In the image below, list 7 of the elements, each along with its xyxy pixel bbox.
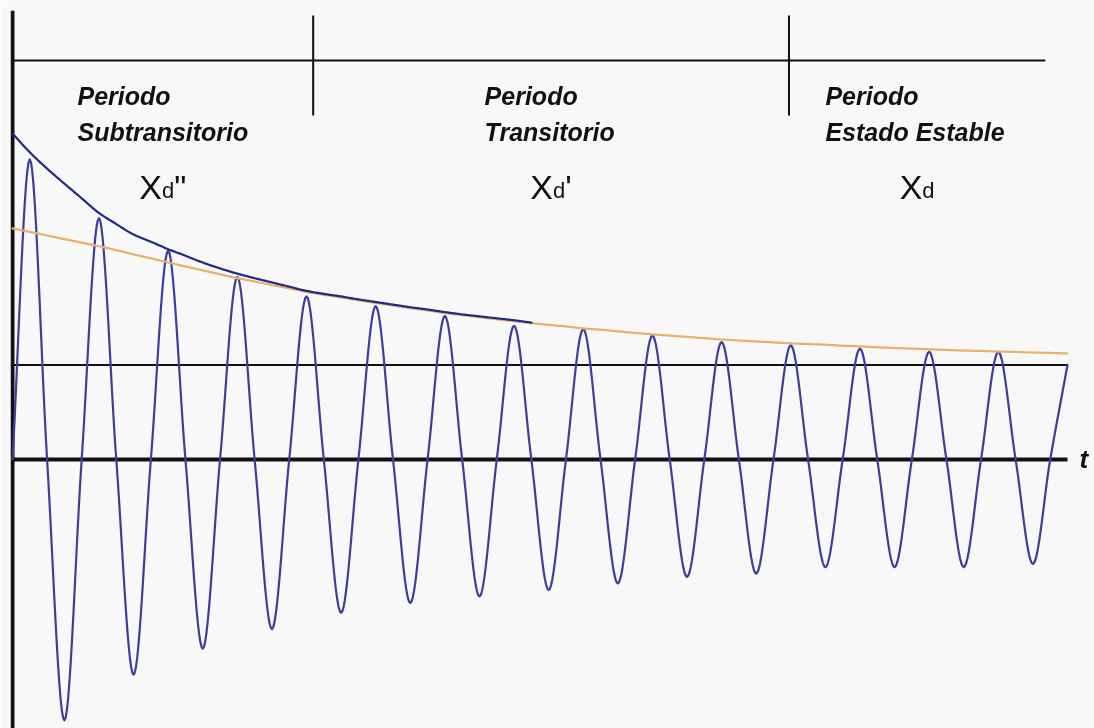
annotation: Periodo Estado Estable — [825, 81, 1005, 147]
annotation: Xd — [899, 167, 935, 206]
annotation: Xd' — [530, 167, 572, 206]
annotation: Periodo Subtransitorio — [77, 81, 249, 147]
annotation: Periodo Transitorio — [484, 81, 615, 147]
annotation: Xd" — [139, 167, 187, 206]
x-axis-title: t — [1079, 444, 1090, 475]
